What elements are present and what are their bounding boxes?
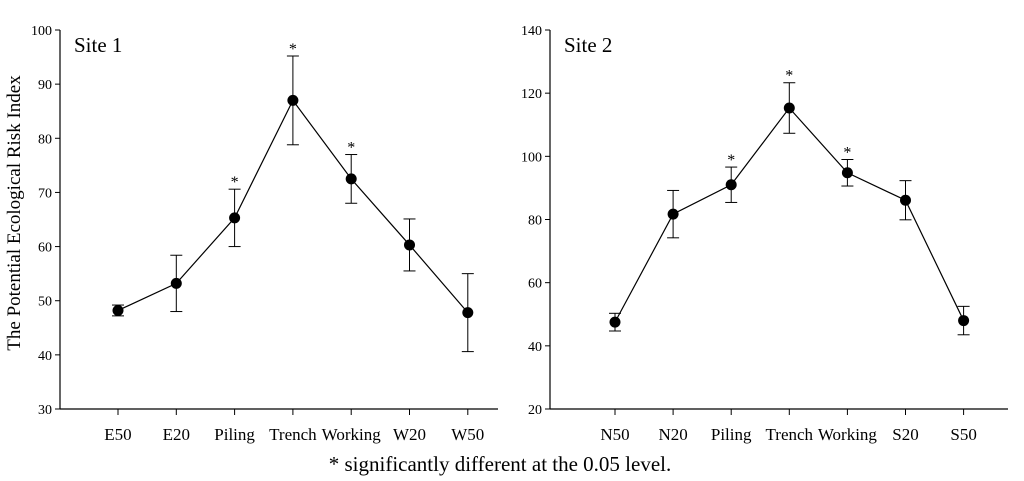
x-tick-label: E50 xyxy=(104,425,131,444)
x-tick-label: W20 xyxy=(393,425,426,444)
y-tick-label: 60 xyxy=(528,277,542,292)
y-tick-label: 70 xyxy=(38,186,52,201)
data-point xyxy=(667,208,679,220)
x-tick-label: S20 xyxy=(892,425,918,444)
significance-star: * xyxy=(727,152,735,169)
y-tick-label: 40 xyxy=(38,349,52,364)
site-2-panel: 20 40 60 80 100 120 140 N50 N20 Piling Trench Worki… xyxy=(521,24,1008,444)
data-point xyxy=(783,102,795,114)
y-tick-label: 60 xyxy=(38,241,52,256)
x-tick-label: N50 xyxy=(600,425,629,444)
significance-star: * xyxy=(843,144,851,161)
y-tick-label: 50 xyxy=(38,295,52,310)
data-point xyxy=(841,167,853,179)
x-tick-label: S50 xyxy=(950,425,976,444)
data-point xyxy=(609,316,621,328)
y-tick-label: 100 xyxy=(31,24,52,39)
data-point xyxy=(404,239,415,251)
site-1-panel: 30 40 50 60 70 80 90 100 E50 E20 Piling Trench Worki… xyxy=(31,24,498,444)
significance-star: * xyxy=(785,68,793,85)
panel-title: Site 2 xyxy=(564,33,612,57)
significance-footnote: * significantly different at the 0.05 le… xyxy=(328,452,672,476)
data-point xyxy=(112,304,124,316)
y-tick-label: 20 xyxy=(528,403,542,418)
x-tick-label: Trench xyxy=(766,425,814,444)
data-point xyxy=(345,173,357,185)
y-tick-label: 90 xyxy=(38,78,52,93)
series-line xyxy=(614,107,965,323)
data-point xyxy=(958,315,970,327)
data-point xyxy=(725,179,737,191)
x-tick-label: Trench xyxy=(269,425,317,444)
x-tick-label: Working xyxy=(322,425,382,444)
x-tick-label: N20 xyxy=(658,425,687,444)
data-point xyxy=(900,194,911,206)
x-tick-label: Piling xyxy=(214,425,255,444)
y-tick-label: 30 xyxy=(38,403,52,418)
significance-star: * xyxy=(289,41,297,58)
x-tick-label: Working xyxy=(818,425,878,444)
significance-star: * xyxy=(231,174,239,191)
y-axis-label: The Potential Ecological Risk Index xyxy=(4,75,25,351)
y-tick-label: 120 xyxy=(521,87,542,102)
y-tick-label: 100 xyxy=(521,150,542,165)
y-tick-label: 40 xyxy=(528,340,542,355)
y-tick-label: 140 xyxy=(521,24,542,39)
data-point xyxy=(229,212,241,224)
y-tick-label: 80 xyxy=(38,132,52,147)
panel-title: Site 1 xyxy=(74,33,122,57)
significance-star: * xyxy=(347,140,355,157)
x-tick-label: E20 xyxy=(163,425,190,444)
data-point xyxy=(170,277,182,289)
x-tick-label: W50 xyxy=(451,425,484,444)
y-tick-label: 80 xyxy=(528,214,542,229)
x-tick-label: Piling xyxy=(711,425,752,444)
data-point xyxy=(287,94,299,106)
data-point xyxy=(462,307,474,319)
